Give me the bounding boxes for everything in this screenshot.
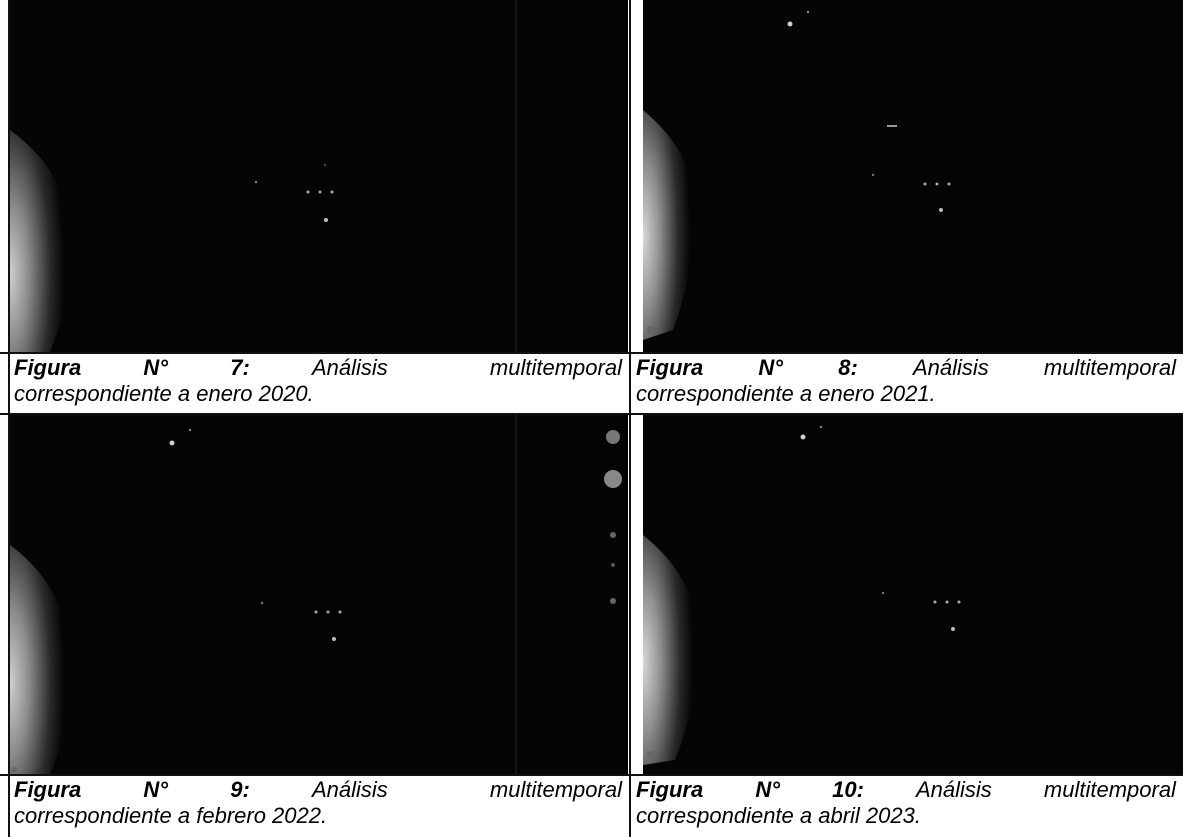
caption-title-tail: multitemporal [489,355,622,380]
satellite-image-figure-8 [643,0,1183,352]
caption-label: Figura [636,777,704,802]
caption-number-sign: N° [143,355,169,380]
caption-title-tail: multitemporal [489,777,622,802]
caption-title-tail: multitemporal [1043,777,1176,802]
caption-title: Análisis [916,777,992,802]
caption-number: 10: [832,777,864,802]
caption-figure-7: Figura N° 7: Análisis multitemporal corr… [14,355,622,407]
caption-figure-9: Figura N° 9: Análisis multitemporal corr… [14,777,622,829]
table-border-left [8,0,10,837]
caption-line-2: correspondiente a enero 2020. [14,381,314,406]
caption-number: 8: [838,355,858,380]
table-border-row3-bottom [0,774,1183,776]
table-border-row2-top [0,413,1183,415]
caption-number-sign: N° [755,777,781,802]
caption-number: 7: [230,355,250,380]
caption-number-sign: N° [758,355,784,380]
caption-title: Análisis [311,777,388,802]
caption-label: Figura [14,777,82,802]
caption-number: 9: [230,777,250,802]
caption-title: Análisis [912,355,989,380]
caption-line-2: correspondiente a abril 2023. [636,803,921,828]
satellite-image-figure-10 [643,415,1183,774]
satellite-image-figure-9 [10,415,628,774]
caption-label: Figura [14,355,82,380]
caption-line-2: correspondiente a enero 2021. [636,381,936,406]
satellite-image-figure-7 [10,0,628,352]
table-border-row1-bottom [0,352,1183,354]
caption-title-tail: multitemporal [1043,355,1176,380]
caption-figure-10: Figura N° 10: Análisis multitemporal cor… [636,777,1176,829]
caption-line-2: correspondiente a febrero 2022. [14,803,328,828]
caption-number-sign: N° [143,777,169,802]
table-border-middle [629,0,631,837]
caption-title: Análisis [311,355,388,380]
caption-figure-8: Figura N° 8: Análisis multitemporal corr… [636,355,1176,407]
caption-label: Figura [636,355,704,380]
